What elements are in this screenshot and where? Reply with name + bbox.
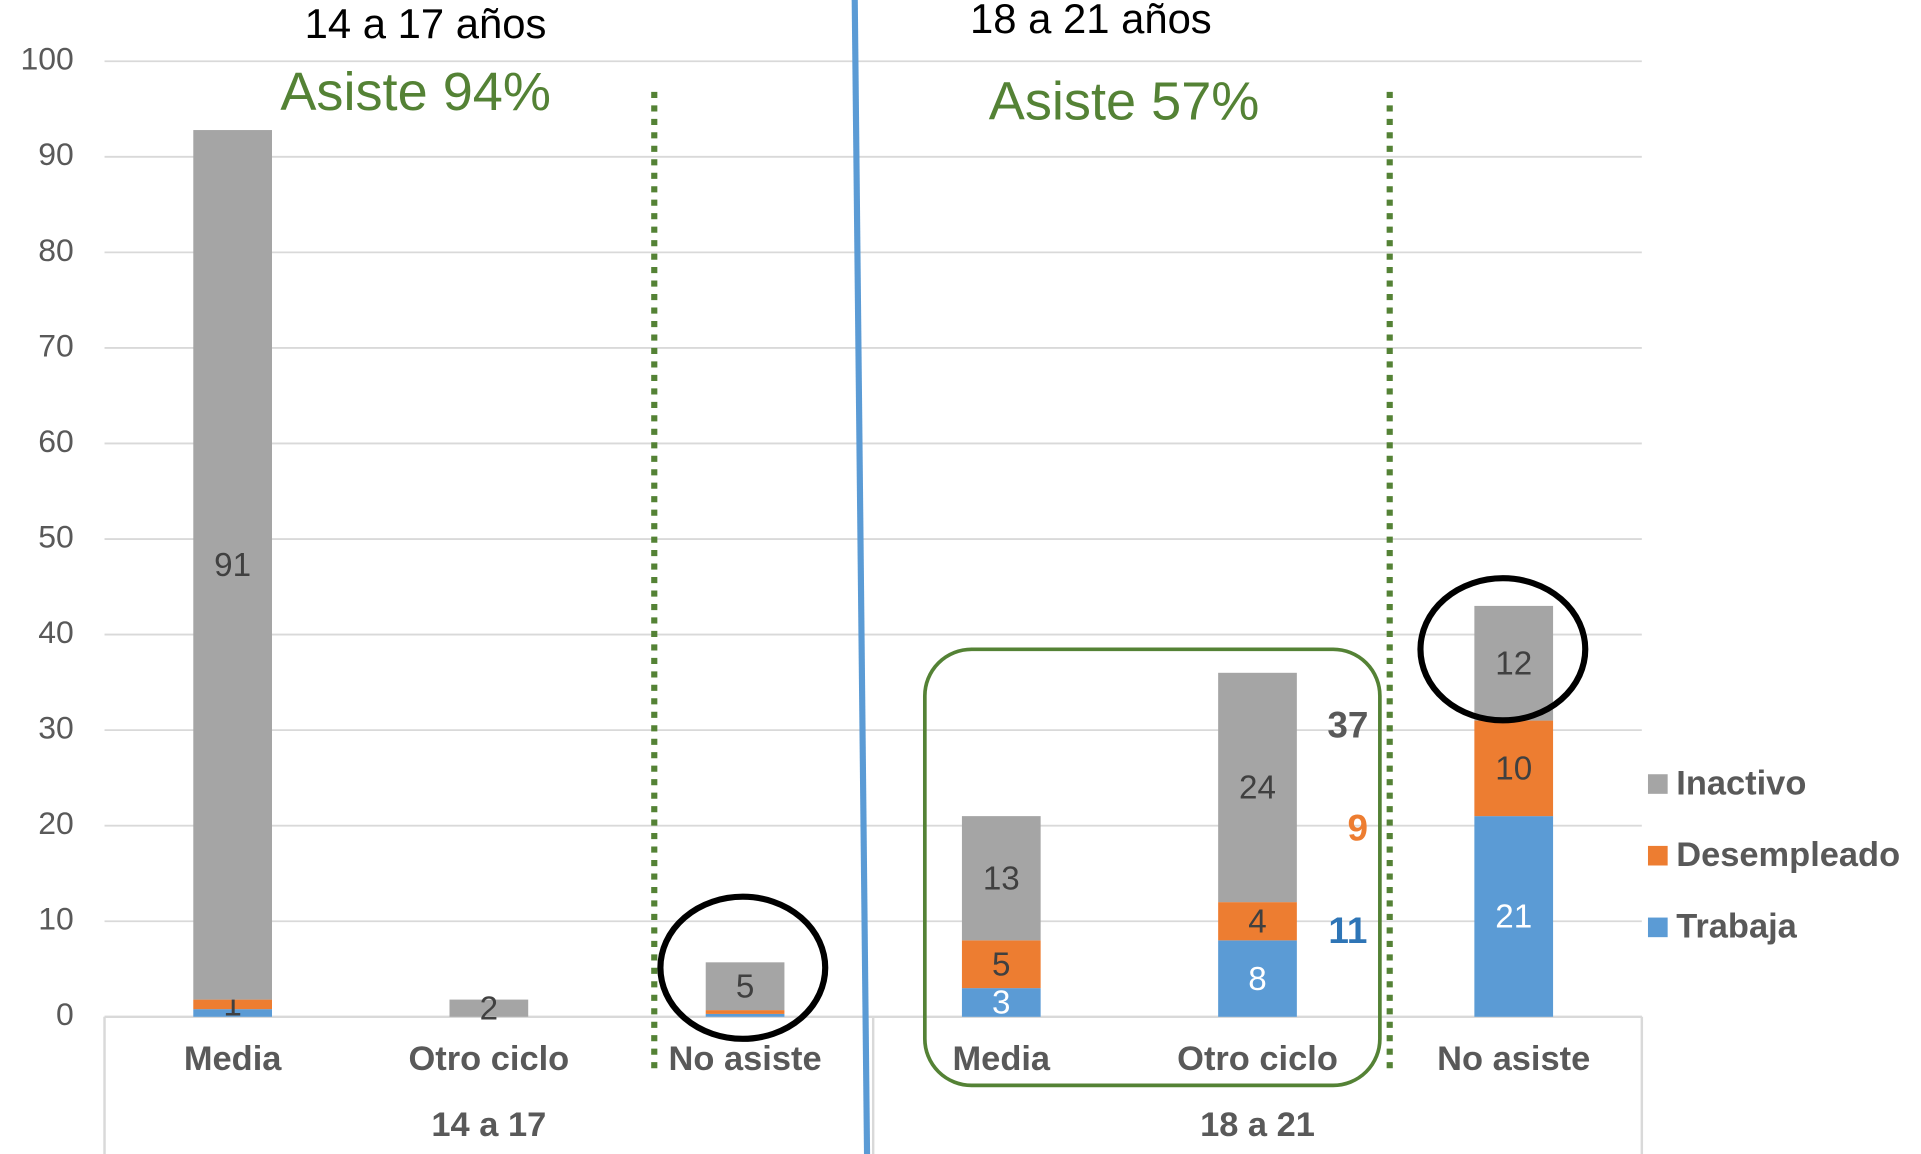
y-tick-label: 50	[38, 518, 74, 554]
bar-segment	[1474, 720, 1554, 817]
bar-segment	[1474, 605, 1554, 721]
y-tick-label: 0	[56, 996, 74, 1032]
annotation: Asiste 57%	[989, 72, 1260, 132]
group-label: 14 a 17	[431, 1106, 546, 1144]
annotation: 18 a 21 años	[970, 0, 1212, 42]
y-tick-label: 30	[38, 710, 74, 746]
bar-segment	[1218, 940, 1297, 1017]
bar-segment	[1474, 816, 1554, 1017]
x-tick-label: Otro ciclo	[409, 1040, 570, 1078]
bar-segment	[705, 1010, 785, 1014]
data-label: 5	[992, 946, 1010, 983]
data-label: 5	[736, 968, 754, 1005]
legend-label: Desempleado	[1676, 836, 1900, 874]
bar-segment	[193, 130, 272, 1000]
bar-segment	[961, 816, 1041, 941]
highlight-circle	[657, 893, 829, 1042]
annotation: 11	[1328, 910, 1367, 951]
age-divider	[851, 0, 871, 1154]
annotation: 9	[1347, 807, 1368, 848]
x-tick-label: No asiste	[1437, 1040, 1590, 1078]
data-label: 13	[983, 860, 1020, 897]
grid: 0 10 20 30 40 50 60 70 80 90 100 14 a 17 18 a 21	[20, 41, 1644, 1154]
bar-segment	[193, 1009, 272, 1017]
legend-swatch	[1647, 917, 1668, 938]
bar-segment	[705, 962, 785, 1011]
x-tick-label: Media	[184, 1040, 282, 1078]
data-label: 10	[1495, 751, 1532, 788]
y-tick-label: 40	[38, 614, 74, 650]
bar-segment	[961, 988, 1041, 1017]
decorations	[651, 0, 1589, 1154]
legend-label: Trabaja	[1676, 908, 1797, 946]
highlight-box	[922, 647, 1382, 1088]
bar-segment	[705, 1013, 785, 1017]
data-label: 24	[1239, 770, 1276, 807]
data-label: 2	[480, 990, 498, 1027]
annotation: 37	[1327, 704, 1368, 745]
legend-swatch	[1647, 845, 1668, 866]
data-label: 3	[992, 985, 1010, 1022]
data-label: 8	[1248, 961, 1266, 998]
bar-segment	[1218, 672, 1297, 903]
y-tick-label: 80	[38, 232, 74, 268]
y-tick-label: 70	[38, 327, 74, 363]
x-tick-label: No asiste	[669, 1040, 822, 1078]
legend-swatch	[1647, 774, 1668, 794]
data-label: 21	[1495, 899, 1532, 936]
data-label: 91	[214, 547, 251, 584]
highlight-circle	[1417, 575, 1589, 724]
annotation: Asiste 94%	[280, 62, 551, 122]
bar-segment	[449, 999, 529, 1017]
group-label: 18 a 21	[1200, 1106, 1315, 1144]
y-tick-label: 20	[38, 805, 74, 841]
legend-label: Inactivo	[1676, 764, 1806, 802]
data-label: 4	[1248, 903, 1266, 940]
y-tick-label: 60	[38, 423, 74, 459]
x-tick-label: Media	[953, 1040, 1051, 1078]
bar-segment	[961, 940, 1041, 989]
bar-segment	[1218, 902, 1297, 941]
data-label: 12	[1495, 645, 1532, 682]
y-tick-label: 100	[20, 41, 73, 77]
y-tick-label: 10	[38, 901, 74, 937]
y-tick-label: 90	[38, 136, 74, 172]
x-tick-label: Otro ciclo	[1177, 1040, 1338, 1078]
annotation: 14 a 17 años	[305, 0, 547, 47]
bar-segment	[193, 999, 272, 1010]
